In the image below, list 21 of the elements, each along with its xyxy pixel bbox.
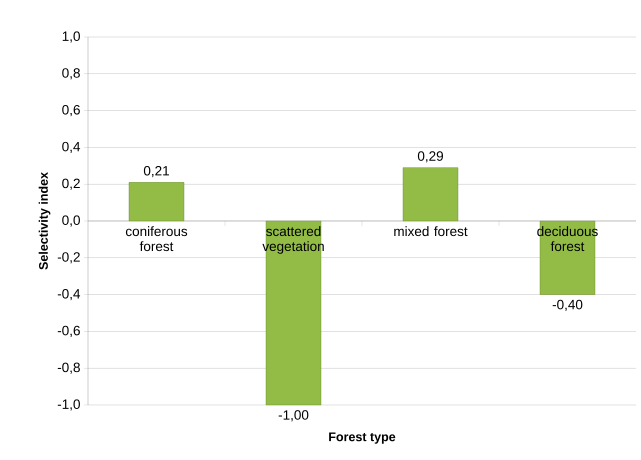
x-tick-label: coniferous forest	[126, 226, 188, 252]
y-tick-label: 0,4	[62, 142, 80, 153]
y-tick-label: 0,8	[62, 68, 80, 80]
data-label: -0,40	[552, 300, 582, 311]
bar	[402, 167, 458, 222]
x-tick-label: mixed forest	[394, 226, 468, 236]
y-tick-label: 1,0	[62, 31, 80, 43]
bar	[128, 182, 184, 222]
data-label: -1,00	[278, 410, 308, 422]
y-tick-label: -0,2	[58, 252, 80, 264]
x-axis-title: Forest type	[329, 432, 396, 444]
y-tick-label: -0,6	[58, 326, 80, 337]
y-tick-label: 0,0	[62, 215, 80, 227]
y-tick-label: -1,0	[58, 399, 80, 411]
y-axis-title: Selectivity index	[38, 172, 50, 270]
y-tick-label: -0,8	[58, 362, 80, 374]
y-tick-label: 0,2	[62, 178, 80, 190]
y-tick-label: -0,4	[58, 289, 80, 300]
data-label: 0,29	[418, 151, 443, 162]
y-tick-label: 0,6	[62, 105, 80, 116]
data-label: 0,21	[144, 166, 169, 178]
